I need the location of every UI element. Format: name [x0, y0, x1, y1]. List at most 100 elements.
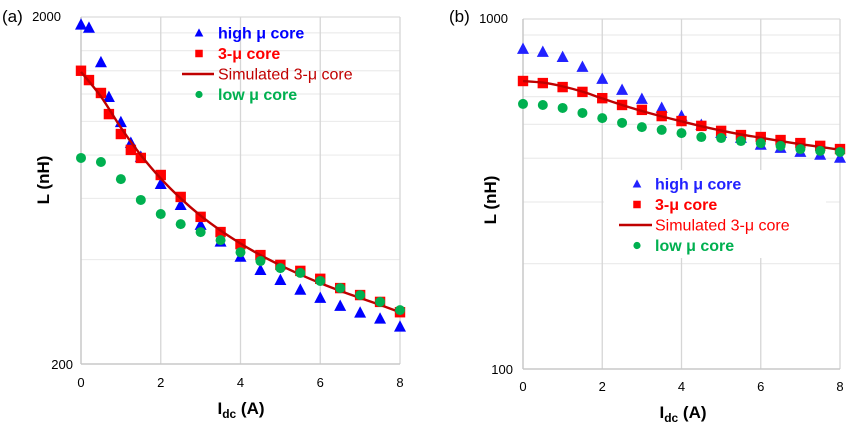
legend-b: high μ core 3-μ core Simulated 3-μ core low… — [604, 170, 826, 258]
data-point-low-core — [676, 128, 687, 139]
data-point-3-core — [75, 65, 87, 76]
legend-entry: high μ core — [632, 177, 741, 194]
legend-label: Simulated 3-μ core — [218, 67, 353, 84]
legend-marker-square — [633, 200, 641, 209]
x-tick-label: 4 — [678, 379, 685, 394]
data-point-low-core — [95, 157, 106, 168]
legend-label: Simulated 3-μ core — [655, 218, 790, 235]
data-point-low-core — [195, 227, 206, 238]
legend-marker-square — [195, 49, 203, 58]
data-point-low-core — [835, 146, 845, 157]
data-point-low-core — [135, 194, 146, 205]
data-point-low-core — [577, 107, 588, 118]
data-point-low-core — [557, 102, 568, 113]
data-point-high-core — [536, 45, 549, 57]
data-point-low-core — [175, 219, 186, 230]
data-point-low-core — [375, 296, 386, 307]
data-point-low-core — [696, 132, 707, 143]
data-point-high-core — [274, 273, 287, 285]
data-marks-b — [517, 42, 846, 163]
legend-a: high μ core 3-μ core Simulated 3-μ core low… — [182, 26, 353, 104]
data-point-low-core — [235, 247, 246, 258]
data-point-low-core — [255, 256, 266, 267]
series-line-simulated-3-core — [80, 71, 401, 314]
data-point-high-core — [75, 18, 87, 30]
x-tick-label: 6 — [757, 379, 764, 394]
legend-entry: 3-μ core — [195, 46, 280, 63]
panel-label-a: (a) — [2, 7, 23, 26]
data-point-high-core — [174, 198, 187, 210]
data-point-low-core — [735, 136, 746, 147]
x-tick-label: 4 — [237, 375, 244, 390]
data-point-high-core — [517, 42, 529, 54]
legend-entry: high μ core — [194, 26, 304, 43]
panel-label-b: (b) — [449, 7, 470, 26]
x-tick-label: 6 — [317, 375, 324, 390]
data-point-low-core — [155, 209, 166, 220]
x-axis-title-unit-b: (A) — [678, 403, 706, 422]
y-tick-top-b: 1000 — [479, 11, 508, 26]
series-line-simulated-3-core — [522, 79, 841, 151]
data-point-low-core — [617, 117, 628, 128]
data-point-3-core — [135, 152, 147, 164]
data-point-low-core — [775, 140, 786, 151]
x-axis-title-unit-a: (A) — [236, 399, 264, 418]
data-point-high-core — [374, 312, 387, 324]
data-point-high-core — [556, 50, 569, 63]
data-point-low-core — [295, 267, 306, 278]
x-ticks-b: 0 2 4 6 8 — [519, 379, 843, 394]
legend-entry: low μ core — [195, 87, 297, 104]
data-point-low-core — [215, 235, 226, 246]
legend-entry: Simulated 3-μ core — [619, 218, 790, 235]
legend-label: 3-μ core — [655, 197, 717, 214]
data-point-high-core — [294, 283, 307, 295]
data-point-high-core — [635, 92, 648, 104]
data-point-3-core — [115, 128, 127, 140]
data-point-low-core — [115, 174, 126, 185]
y-tick-bottom-b: 100 — [491, 362, 513, 377]
data-point-low-core — [76, 152, 86, 163]
legend-label: low μ core — [655, 238, 734, 255]
data-point-3-core — [155, 169, 166, 181]
data-point-high-core — [154, 177, 167, 189]
x-tick-label: 2 — [599, 379, 606, 394]
data-point-3-core — [125, 144, 137, 156]
data-point-high-core — [254, 263, 267, 275]
data-point-low-core — [537, 99, 548, 110]
data-point-high-core — [82, 21, 95, 33]
data-point-3-core — [215, 226, 226, 238]
data-point-low-core — [275, 263, 286, 274]
legend-label: low μ core — [218, 87, 297, 104]
data-point-high-core — [394, 320, 406, 332]
data-point-low-core — [597, 113, 608, 124]
data-point-low-core — [656, 124, 667, 135]
legend-entry: low μ core — [633, 238, 734, 255]
data-marks-a — [75, 18, 406, 332]
data-point-high-core — [596, 72, 609, 84]
chart-panel-b: (b) 1000 100 0 2 4 6 8 Idc (A) L (nH) high μ… — [449, 7, 846, 425]
data-point-low-core — [355, 290, 366, 301]
data-point-high-core — [834, 151, 846, 163]
data-point-low-core — [755, 138, 766, 149]
x-ticks-a: 0 2 4 6 8 — [77, 375, 403, 390]
x-tick-label: 8 — [396, 375, 403, 390]
data-point-3-core — [103, 108, 115, 120]
data-point-low-core — [395, 305, 405, 316]
y-tick-bottom-a: 200 — [51, 357, 73, 372]
x-axis-title-a: Idc (A) — [217, 399, 264, 421]
y-axis-title-a: L (nH) — [34, 156, 53, 205]
data-point-high-core — [314, 291, 327, 303]
legend-marker-circle — [195, 90, 203, 99]
data-point-low-core — [795, 144, 806, 155]
y-axis-title-b: L (nH) — [481, 176, 500, 225]
x-tick-label: 0 — [77, 375, 84, 390]
legend-entry: Simulated 3-μ core — [182, 67, 353, 84]
data-point-low-core — [315, 275, 326, 286]
legend-marker-triangle — [632, 179, 642, 188]
data-point-low-core — [636, 122, 647, 133]
x-axis-title-sub-b: dc — [664, 411, 678, 425]
legend-label: high μ core — [655, 177, 741, 194]
legend-entry: 3-μ core — [633, 197, 717, 214]
legend-marker-triangle — [194, 28, 204, 37]
